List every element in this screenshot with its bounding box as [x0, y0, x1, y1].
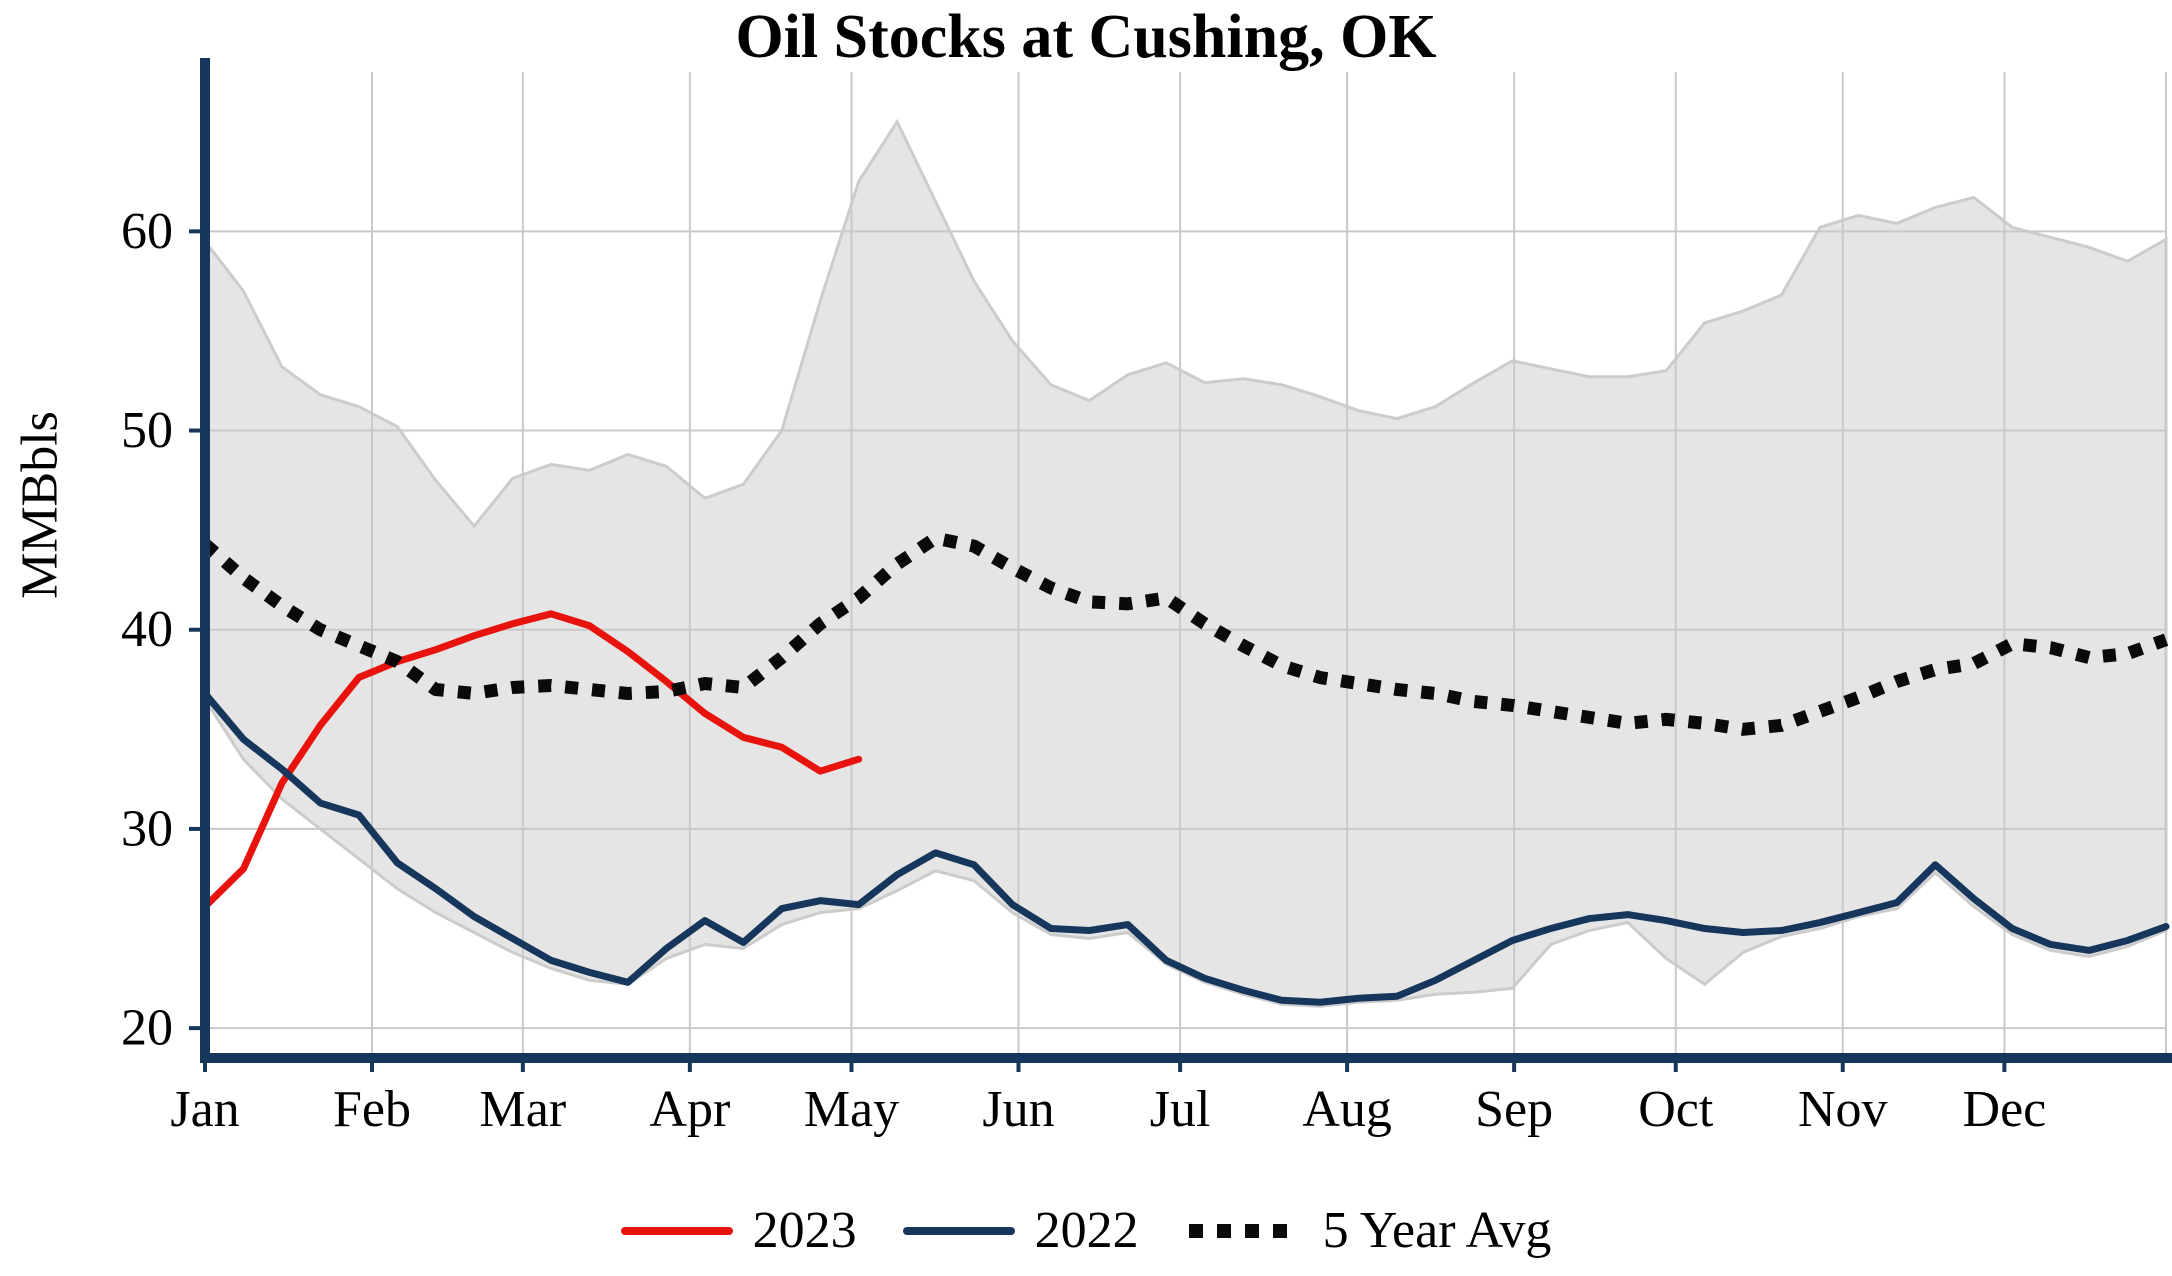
x-tick-label: Oct — [1638, 1081, 1714, 1138]
legend-swatch-2022-line — [902, 1226, 1015, 1235]
legend-swatch-2023-line — [620, 1226, 733, 1235]
x-tick-label: Mar — [480, 1081, 567, 1138]
legend-label-5-year-avg: 5 Year Avg — [1322, 1202, 1552, 1259]
series-line-2022 — [201, 689, 2170, 1006]
x-tick-label: Sep — [1475, 1081, 1553, 1138]
five-year-range-band — [203, 118, 2168, 1008]
y-tick-label: 20 — [121, 1000, 173, 1057]
series-line-2023 — [201, 610, 863, 911]
x-tick-label: May — [804, 1081, 899, 1138]
y-tick-label: 40 — [121, 601, 173, 658]
chart-title: Oil Stocks at Cushing, OK — [735, 3, 1437, 71]
legend-label-2022: 2022 — [1034, 1202, 1139, 1259]
y-tick-label: 60 — [121, 203, 173, 260]
legend-item-2022: 2022 — [902, 1201, 1139, 1260]
x-tick-label: Nov — [1798, 1081, 1888, 1138]
x-tick-label: Dec — [1963, 1081, 2047, 1138]
x-tick-label: Apr — [649, 1081, 730, 1138]
x-tick-label: Jul — [1150, 1081, 1211, 1138]
x-tick-label: Jan — [170, 1081, 239, 1138]
legend-item-5-year-avg: 5 Year Avg — [1185, 1201, 1552, 1260]
x-tick-label: Aug — [1302, 1081, 1392, 1138]
legend-item-2023: 2023 — [620, 1201, 857, 1260]
x-tick-label: Jun — [982, 1081, 1054, 1138]
y-tick-label: 30 — [121, 800, 173, 857]
legend-label-2023: 2023 — [752, 1202, 857, 1259]
x-tick-label: Feb — [333, 1081, 411, 1138]
y-tick-label: 50 — [121, 402, 173, 459]
legend-swatch-5-year-avg-line — [1188, 1223, 1299, 1238]
legend: 2023 2022 5 Year Avg — [0, 1201, 2172, 1260]
